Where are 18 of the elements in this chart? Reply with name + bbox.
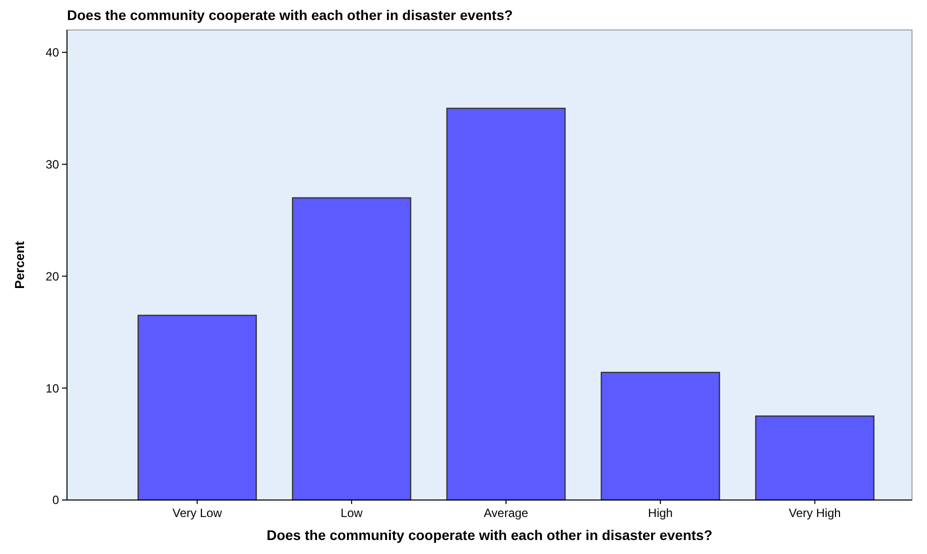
bar: [292, 197, 412, 501]
x-tick-label: Low: [340, 506, 363, 520]
bar: [755, 415, 874, 501]
y-tick-label: 20: [46, 269, 60, 284]
bar: [446, 108, 566, 501]
x-tick-label: High: [648, 506, 673, 520]
y-tick-label: 40: [46, 46, 60, 60]
y-tick-label: 30: [46, 157, 60, 172]
x-tick-label: Average: [484, 506, 529, 520]
x-tick-label: Very Low: [172, 506, 222, 520]
y-tick-label: 10: [46, 381, 60, 396]
bar: [600, 372, 720, 501]
x-tick-label: Very High: [788, 506, 841, 520]
y-tick-label: 0: [52, 493, 60, 508]
chart-title: Does the community cooperate with each other in disaster events?: [67, 7, 513, 23]
bar: [138, 314, 257, 501]
y-axis-title: Percent: [12, 240, 27, 289]
x-axis-title: Does the community cooperate with each other in disaster events?: [266, 527, 712, 543]
